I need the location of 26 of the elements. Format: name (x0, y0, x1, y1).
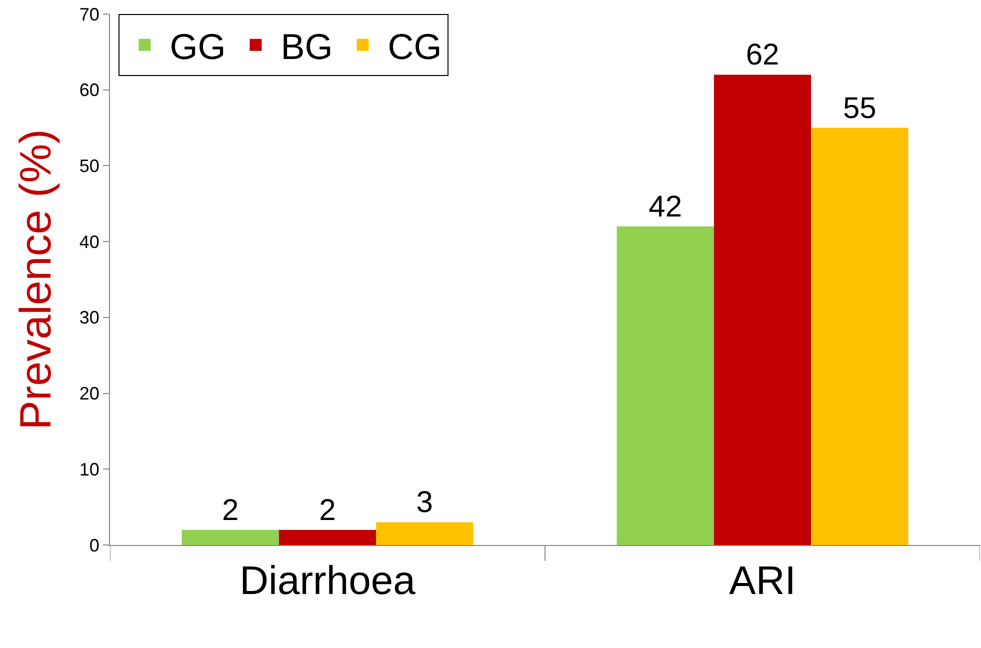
x-tick-label: ARI (729, 559, 796, 603)
y-tick-label: 30 (79, 308, 100, 328)
legend-label: BG (280, 26, 333, 67)
y-tick-label: 60 (79, 80, 100, 100)
y-tick-label: 40 (79, 232, 100, 252)
data-label: 3 (416, 486, 433, 520)
y-tick-label: 20 (79, 384, 100, 404)
data-label: 62 (746, 38, 780, 72)
data-label: 42 (648, 190, 682, 224)
data-label: 2 (319, 494, 336, 527)
bar (811, 128, 908, 545)
y-tick-label: 0 (89, 535, 100, 556)
bar (616, 226, 714, 545)
data-label: 55 (842, 92, 876, 125)
data-label: 2 (222, 494, 239, 527)
y-axis-title: Prevalence (%) (11, 129, 60, 430)
y-tick-label: 70 (79, 4, 100, 24)
y-tick-label: 50 (79, 156, 100, 176)
legend-label: GG (170, 26, 226, 67)
y-tick-label: 10 (79, 459, 100, 480)
legend-label: CG (388, 26, 442, 67)
bar (182, 530, 279, 545)
x-tick-label: Diarrhoea (240, 559, 416, 603)
bar (376, 522, 474, 545)
bar (714, 74, 812, 545)
bar (278, 530, 376, 545)
